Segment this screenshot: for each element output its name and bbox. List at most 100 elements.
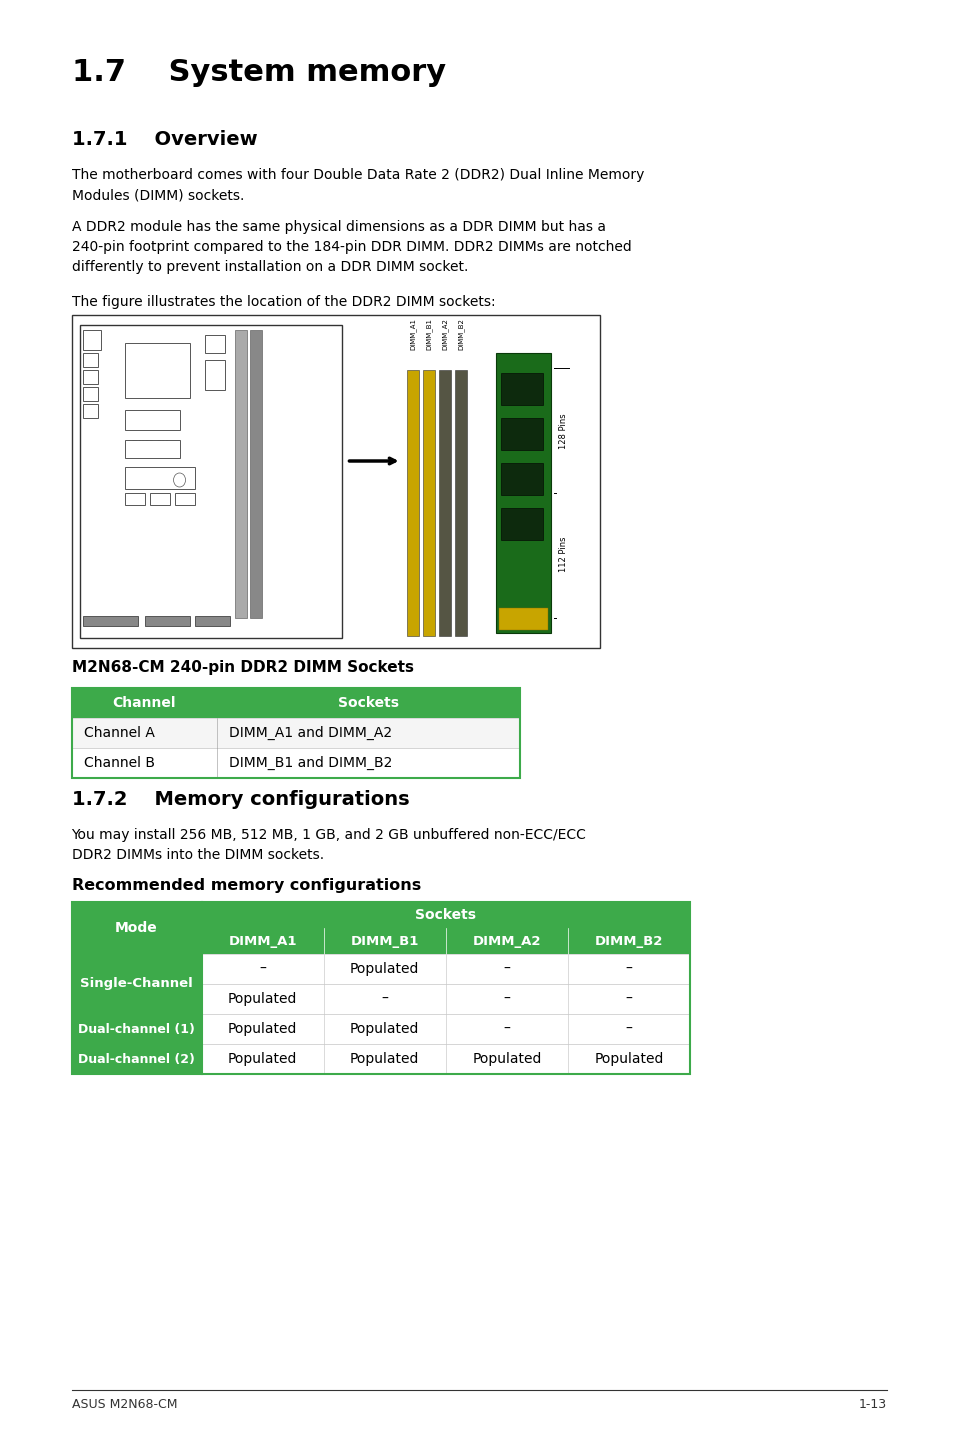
Bar xyxy=(500,508,542,541)
Bar xyxy=(83,615,137,626)
Text: 128 Pins: 128 Pins xyxy=(558,414,567,449)
Text: Single-Channel: Single-Channel xyxy=(80,978,193,991)
Bar xyxy=(174,493,194,505)
Text: Populated: Populated xyxy=(350,962,419,976)
Text: /ISUS: /ISUS xyxy=(133,450,152,456)
Bar xyxy=(125,440,179,457)
Text: Populated: Populated xyxy=(228,992,297,1007)
Text: –: – xyxy=(625,1022,632,1035)
Bar xyxy=(71,687,519,778)
Bar xyxy=(201,984,689,1014)
Bar xyxy=(500,418,542,450)
Bar xyxy=(83,370,97,384)
Text: Mode: Mode xyxy=(115,920,158,935)
Text: DIMM_A2: DIMM_A2 xyxy=(440,318,448,349)
Text: 112 Pins: 112 Pins xyxy=(558,536,567,572)
Bar xyxy=(83,387,97,401)
Bar xyxy=(250,329,261,618)
Text: Channel A: Channel A xyxy=(84,726,154,741)
Text: 1.7    System memory: 1.7 System memory xyxy=(71,58,445,88)
Text: M2N68-CM: M2N68-CM xyxy=(128,440,169,449)
Bar xyxy=(201,953,689,984)
Text: Dual-channel (1): Dual-channel (1) xyxy=(78,1022,194,1035)
Text: Populated: Populated xyxy=(228,1053,297,1066)
Bar xyxy=(125,344,190,398)
Bar xyxy=(71,718,519,748)
Text: Recommended memory configurations: Recommended memory configurations xyxy=(71,879,420,893)
Text: You may install 256 MB, 512 MB, 1 GB, and 2 GB unbuffered non-ECC/ECC
DDR2 DIMMs: You may install 256 MB, 512 MB, 1 GB, an… xyxy=(71,828,586,861)
Bar xyxy=(204,335,224,352)
Bar xyxy=(71,1044,201,1074)
Text: Populated: Populated xyxy=(228,1022,297,1035)
Bar xyxy=(125,467,194,489)
Bar xyxy=(500,372,542,406)
Text: DIMM_B1 and DIMM_B2: DIMM_B1 and DIMM_B2 xyxy=(229,756,392,771)
Text: DIMM_B2: DIMM_B2 xyxy=(456,318,463,349)
Bar xyxy=(201,902,689,928)
Bar xyxy=(125,410,179,430)
Bar xyxy=(83,352,97,367)
Text: 1.7.1    Overview: 1.7.1 Overview xyxy=(71,129,257,150)
Bar xyxy=(438,370,450,636)
Ellipse shape xyxy=(173,473,185,487)
Bar xyxy=(323,928,445,953)
Text: –: – xyxy=(503,962,510,976)
Text: DIMM_A1: DIMM_A1 xyxy=(409,318,416,349)
Text: –: – xyxy=(381,992,388,1007)
Text: –: – xyxy=(503,992,510,1007)
Text: DIMM_A1: DIMM_A1 xyxy=(228,935,296,948)
Bar xyxy=(71,902,201,953)
Bar xyxy=(71,902,689,1074)
Text: ASUS M2N68-CM: ASUS M2N68-CM xyxy=(71,1398,177,1411)
Text: –: – xyxy=(259,962,266,976)
Text: Dual-channel (2): Dual-channel (2) xyxy=(78,1053,194,1066)
Text: 1-13: 1-13 xyxy=(859,1398,886,1411)
Bar xyxy=(201,928,323,953)
Bar xyxy=(194,615,230,626)
Bar xyxy=(150,493,170,505)
Text: The motherboard comes with four Double Data Rate 2 (DDR2) Dual Inline Memory
Mod: The motherboard comes with four Double D… xyxy=(71,168,643,203)
Text: The figure illustrates the location of the DDR2 DIMM sockets:: The figure illustrates the location of t… xyxy=(71,295,495,309)
Bar xyxy=(495,352,550,633)
Bar xyxy=(201,1014,689,1044)
Text: M2N68-CM 240-pin DDR2 DIMM Sockets: M2N68-CM 240-pin DDR2 DIMM Sockets xyxy=(71,660,413,674)
Text: Channel: Channel xyxy=(112,696,175,710)
Text: DIMM_B1: DIMM_B1 xyxy=(425,318,432,349)
Bar xyxy=(71,748,519,778)
Text: DIMM_A2: DIMM_A2 xyxy=(472,935,540,948)
Text: Populated: Populated xyxy=(594,1053,663,1066)
Bar xyxy=(71,687,519,718)
Text: Channel B: Channel B xyxy=(84,756,154,769)
Bar xyxy=(567,928,689,953)
Text: –: – xyxy=(625,992,632,1007)
Bar xyxy=(498,608,547,630)
Text: Populated: Populated xyxy=(350,1053,419,1066)
Bar xyxy=(445,928,567,953)
Bar xyxy=(454,370,466,636)
Bar xyxy=(83,404,97,418)
Text: 1.7.2    Memory configurations: 1.7.2 Memory configurations xyxy=(71,789,409,810)
Bar xyxy=(71,315,599,649)
Text: Sockets: Sockets xyxy=(337,696,398,710)
Bar xyxy=(83,329,100,349)
Bar xyxy=(406,370,418,636)
Bar xyxy=(71,953,201,1014)
Bar xyxy=(71,1014,201,1044)
Text: DIMM_B1: DIMM_B1 xyxy=(350,935,418,948)
Text: A DDR2 module has the same physical dimensions as a DDR DIMM but has a
240-pin f: A DDR2 module has the same physical dime… xyxy=(71,220,631,275)
Bar xyxy=(204,360,224,390)
Text: Sockets: Sockets xyxy=(415,907,476,922)
Text: –: – xyxy=(503,1022,510,1035)
Bar xyxy=(79,325,341,638)
Bar xyxy=(500,463,542,495)
Bar xyxy=(125,493,145,505)
Text: –: – xyxy=(625,962,632,976)
Text: Populated: Populated xyxy=(350,1022,419,1035)
Bar xyxy=(422,370,435,636)
Text: DIMM_A1 and DIMM_A2: DIMM_A1 and DIMM_A2 xyxy=(229,726,392,741)
Text: DIMM_B2: DIMM_B2 xyxy=(594,935,662,948)
Text: Populated: Populated xyxy=(472,1053,541,1066)
Bar xyxy=(234,329,246,618)
Bar xyxy=(201,1044,689,1074)
Bar xyxy=(145,615,190,626)
